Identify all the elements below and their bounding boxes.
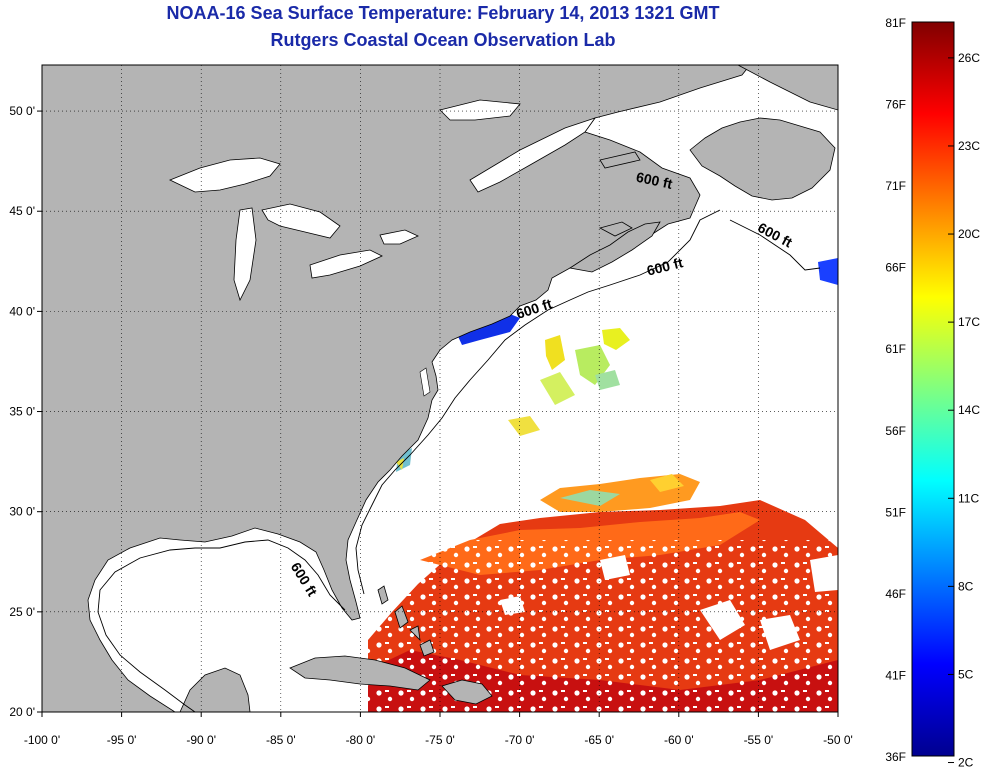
- x-tick-label: -90 0': [186, 733, 216, 747]
- lat-lon-grid: [42, 65, 838, 712]
- colorbar-f-label: 61F: [885, 342, 906, 356]
- y-tick-label: 35 0': [9, 405, 35, 419]
- x-tick-label: -70 0': [505, 733, 535, 747]
- x-tick-label: -50 0': [823, 733, 853, 747]
- colorbar-c-label: 20C: [958, 227, 980, 241]
- colorbar-c-label: 26C: [958, 51, 980, 65]
- gulf-st-lawrence: [469, 117, 597, 193]
- great-lakes: [169, 99, 521, 302]
- y-tick-label: 20 0': [9, 705, 35, 719]
- y-tick-label: 25 0': [9, 605, 35, 619]
- map-subtitle: Rutgers Coastal Ocean Observation Lab: [270, 30, 616, 50]
- colorbar-celsius-labels: 26C 23C 20C 17C 14C 11C 8C 5C 2C: [948, 51, 980, 770]
- colorbar-f-label: 51F: [885, 505, 906, 519]
- x-tick-label: -65 0': [584, 733, 614, 747]
- x-tick-label: -100 0': [24, 733, 60, 747]
- colorbar-c-label: 2C: [958, 756, 974, 770]
- x-axis-ticks: -100 0' -95 0' -90 0' -85 0' -80 0' -75 0' -70…: [24, 712, 853, 747]
- x-tick-label: -60 0': [664, 733, 694, 747]
- x-tick-label: -80 0': [346, 733, 376, 747]
- colorbar-c-label: 8C: [958, 579, 974, 593]
- colorbar-f-label: 56F: [885, 424, 906, 438]
- y-axis-ticks: 20 0' 25 0' 30 0' 35 0' 40 0' 45 0' 50 0': [9, 104, 42, 719]
- isobath-600ft: [97, 209, 821, 712]
- colorbar-f-label: 41F: [885, 668, 906, 682]
- colorbar-c-label: 17C: [958, 315, 980, 329]
- colorbar-f-label: 66F: [885, 261, 906, 275]
- y-tick-label: 40 0': [9, 304, 35, 318]
- isobath-label: 600 ft: [635, 169, 674, 192]
- x-tick-label: -95 0': [107, 733, 137, 747]
- colorbar-f-label: 76F: [885, 98, 906, 112]
- chesapeake-bay: [419, 367, 431, 397]
- colorbar: 81F 76F 71F 66F 61F 56F 51F 46F 41F 36F 26C 23C 20C…: [885, 16, 980, 770]
- colorbar-f-label: 46F: [885, 587, 906, 601]
- colorbar-c-label: 23C: [958, 139, 980, 153]
- x-tick-label: -75 0': [425, 733, 455, 747]
- colorbar-c-label: 11C: [958, 491, 979, 505]
- sst-data-layer: [368, 258, 838, 712]
- colorbar-gradient: [911, 21, 955, 757]
- colorbar-f-label: 36F: [885, 750, 906, 764]
- y-tick-label: 50 0': [9, 104, 35, 118]
- colorbar-f-label: 71F: [885, 179, 906, 193]
- colorbar-c-label: 5C: [958, 667, 974, 681]
- x-tick-label: -85 0': [266, 733, 296, 747]
- map-title: NOAA-16 Sea Surface Temperature: Februar…: [166, 3, 720, 23]
- colorbar-c-label: 14C: [958, 403, 980, 417]
- y-tick-label: 30 0': [9, 505, 35, 519]
- colorbar-fahrenheit-labels: 81F 76F 71F 66F 61F 56F 51F 46F 41F 36F: [885, 16, 906, 764]
- colorbar-f-label: 81F: [885, 16, 906, 30]
- x-tick-label: -55 0': [744, 733, 774, 747]
- land-layer: [42, 65, 838, 712]
- y-tick-label: 45 0': [9, 204, 35, 218]
